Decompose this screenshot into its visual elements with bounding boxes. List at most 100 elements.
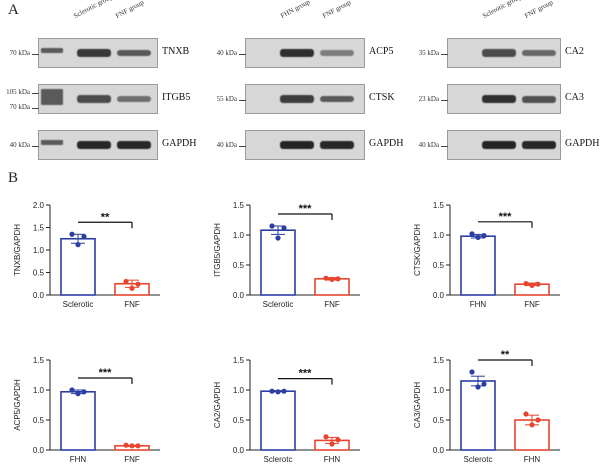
y-tick-label: 0.0 bbox=[433, 291, 445, 300]
data-point bbox=[75, 391, 81, 397]
data-point bbox=[129, 443, 135, 449]
kda-tick bbox=[239, 146, 246, 147]
y-tick-label: 0.5 bbox=[433, 416, 445, 425]
y-tick-label: 0.0 bbox=[33, 446, 45, 455]
protein-band bbox=[117, 49, 151, 57]
data-point bbox=[529, 422, 535, 428]
data-point bbox=[81, 389, 87, 395]
data-point bbox=[523, 281, 529, 287]
kda-tick bbox=[32, 108, 39, 109]
kda-marker: 23 kDa bbox=[418, 95, 439, 103]
y-tick-label: 0.0 bbox=[33, 291, 45, 300]
bar bbox=[460, 235, 496, 296]
data-point bbox=[535, 417, 541, 423]
protein-band bbox=[522, 49, 556, 57]
ladder-band bbox=[41, 140, 63, 145]
y-axis-label: ITGB5/GAPDH bbox=[213, 223, 222, 277]
y-axis-label: CA3/GAPDH bbox=[413, 382, 422, 428]
significance-marker: *** bbox=[99, 367, 113, 379]
x-tick-label: Sclerotc bbox=[464, 455, 493, 464]
kda-marker: 35 kDa bbox=[418, 49, 439, 57]
x-tick-label: Sclerotic bbox=[263, 300, 294, 309]
y-axis-label: CA2/GAPDH bbox=[213, 382, 222, 428]
data-point bbox=[323, 434, 329, 440]
protein-label: GAPDH bbox=[369, 138, 404, 149]
data-point bbox=[481, 233, 487, 239]
y-axis-label: CTSK/GAPDH bbox=[413, 224, 422, 276]
bar bbox=[460, 380, 496, 451]
y-tick-label: 1.5 bbox=[233, 356, 245, 365]
data-point bbox=[81, 233, 87, 240]
y-tick-label: 0.5 bbox=[33, 269, 45, 278]
protein-band bbox=[320, 140, 354, 150]
kda-tick bbox=[32, 93, 39, 94]
x-tick-label: FHN bbox=[324, 455, 341, 464]
y-tick-label: 2.0 bbox=[33, 201, 45, 210]
kda-marker: 40 kDa bbox=[9, 141, 30, 149]
kda-tick bbox=[441, 100, 448, 101]
bar bbox=[260, 390, 296, 451]
protein-label: CA3 bbox=[565, 92, 584, 103]
protein-band bbox=[482, 49, 516, 57]
kda-marker: 40 kDa bbox=[216, 49, 237, 57]
x-tick-label: FNF bbox=[124, 300, 140, 309]
data-point bbox=[281, 388, 287, 394]
bar-chart: 0.0 0.5 1.0 1.5 CTSK/GAPDH FHN FNF *** bbox=[413, 201, 560, 309]
data-point bbox=[135, 281, 141, 287]
blot-strip bbox=[245, 38, 365, 68]
y-tick-label: 1.0 bbox=[433, 386, 445, 395]
protein-label: ACP5 bbox=[369, 46, 394, 57]
blot-strip bbox=[38, 38, 158, 68]
kda-marker: 40 kDa bbox=[418, 141, 439, 149]
y-tick-label: 1.5 bbox=[33, 356, 45, 365]
y-tick-label: 1.5 bbox=[33, 224, 45, 233]
lane-label: FNF group bbox=[114, 0, 146, 20]
bar-chart: 0.0 0.5 1.0 1.5 2.0 TNXB/GAPDH Sclerotic FNF ** bbox=[13, 201, 160, 309]
kda-marker: 70 kDa bbox=[9, 103, 30, 111]
blot-strip bbox=[245, 84, 365, 114]
y-tick-label: 1.5 bbox=[433, 356, 445, 365]
x-tick-label: Sclerotic bbox=[63, 300, 94, 309]
data-point bbox=[329, 441, 335, 447]
data-point bbox=[269, 223, 275, 229]
kda-tick bbox=[32, 146, 39, 147]
blot-strip bbox=[38, 84, 158, 114]
significance-marker: ** bbox=[501, 349, 510, 361]
data-point bbox=[475, 234, 481, 240]
panel-label-b: B bbox=[8, 170, 19, 186]
protein-band bbox=[280, 140, 314, 150]
kda-marker: 70 kDa bbox=[9, 49, 30, 57]
x-tick-label: FHN bbox=[470, 300, 487, 309]
data-point bbox=[329, 276, 335, 282]
lane-label: FNF group bbox=[321, 0, 353, 20]
data-point bbox=[75, 242, 81, 248]
data-point bbox=[69, 231, 75, 237]
y-tick-label: 0.0 bbox=[433, 446, 445, 455]
protein-band bbox=[320, 50, 354, 56]
data-point bbox=[523, 411, 529, 417]
blot-strip bbox=[447, 130, 561, 160]
protein-label: TNXB bbox=[162, 46, 190, 57]
data-point bbox=[275, 389, 281, 395]
data-point bbox=[535, 281, 541, 287]
lane-label: Sclerotic group bbox=[72, 0, 114, 20]
y-tick-label: 0.5 bbox=[433, 261, 445, 270]
y-tick-label: 1.0 bbox=[433, 231, 445, 240]
y-tick-label: 1.0 bbox=[33, 386, 45, 395]
x-tick-label: Sclerotc bbox=[264, 455, 293, 464]
protein-band bbox=[77, 95, 111, 103]
blot-strip bbox=[245, 130, 365, 160]
kda-marker: 105 kDa bbox=[6, 88, 30, 96]
significance-marker: *** bbox=[299, 203, 313, 215]
y-tick-label: 1.5 bbox=[433, 201, 445, 210]
data-point bbox=[335, 276, 341, 282]
data-point bbox=[469, 369, 475, 375]
protein-band bbox=[280, 48, 314, 58]
y-tick-label: 1.0 bbox=[233, 231, 245, 240]
kda-tick bbox=[441, 54, 448, 55]
blot-strip bbox=[38, 130, 158, 160]
data-point bbox=[123, 442, 129, 448]
data-point bbox=[475, 384, 481, 390]
x-tick-label: FHN bbox=[524, 455, 541, 464]
significance-marker: *** bbox=[299, 368, 313, 380]
